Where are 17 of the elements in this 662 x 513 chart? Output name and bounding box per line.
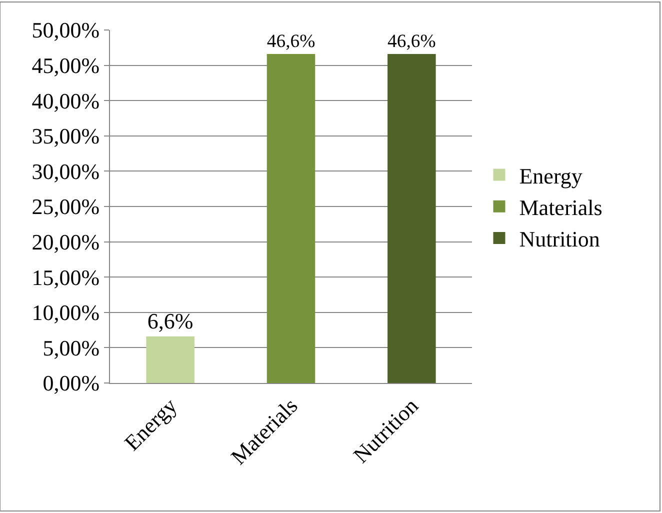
legend-label: Energy bbox=[519, 163, 582, 188]
y-tick-label: 40,00% bbox=[32, 88, 100, 114]
y-tick-label: 0,00% bbox=[42, 370, 100, 396]
data-label: 46,6% bbox=[388, 30, 436, 52]
data-label: 46,6% bbox=[266, 30, 316, 52]
y-tick-label: 50,00% bbox=[32, 18, 100, 43]
y-tick-label: 45,00% bbox=[32, 53, 100, 78]
legend-label: Nutrition bbox=[519, 226, 600, 252]
legend-label: Materials bbox=[519, 194, 602, 220]
y-tick-label: 10,00% bbox=[32, 300, 100, 326]
data-label: 6,6% bbox=[147, 308, 194, 334]
y-tick-label: 20,00% bbox=[32, 230, 100, 254]
y-tick-label: 25,00% bbox=[32, 194, 100, 220]
y-tick-label: 35,00% bbox=[32, 124, 100, 149]
y-tick-label: 15,00% bbox=[32, 264, 100, 290]
y-tick-label: 5,00% bbox=[42, 335, 100, 360]
y-tick-label: 30,00% bbox=[32, 158, 100, 184]
